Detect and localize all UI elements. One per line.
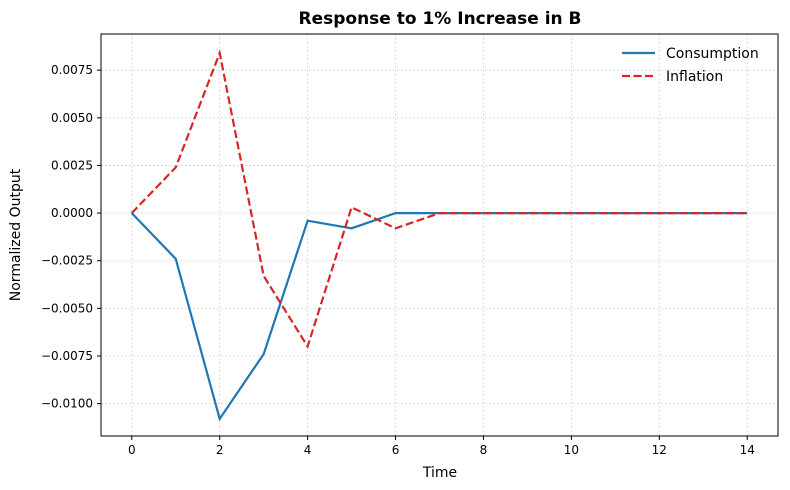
chart-title: Response to 1% Increase in B	[298, 9, 581, 29]
x-axis-label: Time	[422, 465, 457, 481]
x-tick-label: 6	[392, 443, 400, 457]
legend-label-consumption: Consumption	[666, 46, 759, 62]
y-tick-label: −0.0050	[41, 301, 93, 315]
y-tick-label: 0.0000	[51, 206, 93, 220]
x-tick-label: 0	[128, 443, 136, 457]
series-lines	[130, 49, 748, 422]
y-axis-label: Normalized Output	[8, 168, 24, 301]
y-tick-label: 0.0025	[51, 158, 93, 172]
x-tick-label: 8	[480, 443, 488, 457]
legend-label-inflation: Inflation	[666, 69, 723, 85]
x-tick-label: 4	[304, 443, 312, 457]
x-tick-label: 2	[216, 443, 224, 457]
grid	[101, 34, 778, 436]
x-tick-label: 10	[564, 443, 579, 457]
series-line-consumption	[130, 211, 748, 422]
y-tick-label: −0.0025	[41, 254, 93, 268]
y-tick-label: −0.0100	[41, 397, 93, 411]
series-line-inflation	[130, 49, 748, 350]
y-tick-label: 0.0050	[51, 111, 93, 125]
legend: Consumption Inflation	[622, 46, 759, 85]
x-tick-label: 14	[740, 443, 755, 457]
axis-ticks: 0 2 4 6 8 10 12 14 −0.0100 −0.0075 −0.0050 −0.0025 0…	[41, 63, 755, 457]
x-tick-label: 12	[652, 443, 667, 457]
plot-frame	[100, 33, 779, 437]
y-tick-label: 0.0075	[51, 63, 93, 77]
y-tick-label: −0.0075	[41, 349, 93, 363]
